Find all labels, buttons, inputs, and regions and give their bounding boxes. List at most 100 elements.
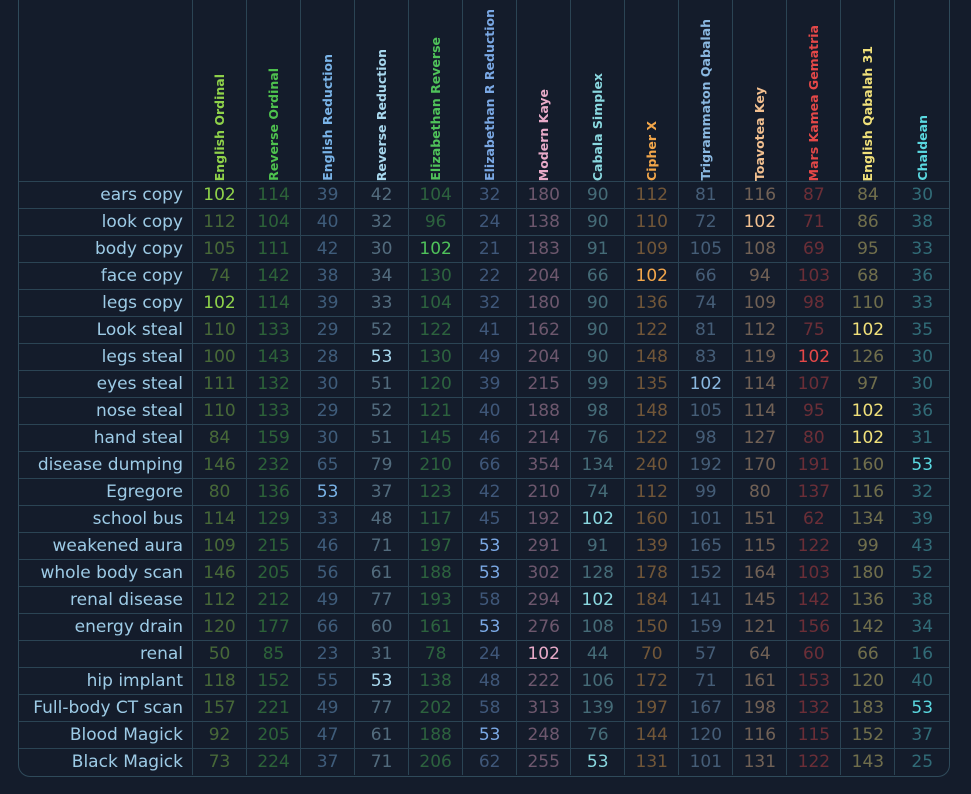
value-cell[interactable]: 55	[300, 667, 356, 695]
value-cell[interactable]: 128	[570, 559, 626, 587]
value-cell[interactable]: 172	[624, 667, 680, 695]
value-cell[interactable]: 116	[840, 478, 896, 506]
value-cell[interactable]: 114	[246, 181, 302, 209]
value-cell[interactable]: 53	[462, 559, 518, 587]
value-cell[interactable]: 108	[732, 235, 788, 263]
value-cell[interactable]: 135	[624, 370, 680, 398]
value-cell[interactable]: 98	[678, 424, 734, 452]
value-cell[interactable]: 102	[840, 397, 896, 425]
value-cell[interactable]: 102	[191, 289, 248, 317]
value-cell[interactable]: 80	[191, 478, 248, 506]
value-cell[interactable]: 110	[191, 397, 248, 425]
phrase-cell[interactable]: weakened aura	[19, 532, 193, 560]
value-cell[interactable]: 136	[840, 586, 896, 614]
value-cell[interactable]: 134	[570, 451, 626, 479]
value-cell[interactable]: 58	[462, 694, 518, 722]
value-cell[interactable]: 95	[786, 397, 842, 425]
value-cell[interactable]: 102	[786, 343, 842, 371]
value-cell[interactable]: 197	[624, 694, 680, 722]
value-cell[interactable]: 79	[354, 451, 410, 479]
value-cell[interactable]: 28	[300, 343, 356, 371]
value-cell[interactable]: 177	[246, 613, 302, 641]
value-cell[interactable]: 31	[354, 640, 410, 668]
cipher-header-chaldean[interactable]: Chaldean	[894, 0, 949, 182]
value-cell[interactable]: 180	[516, 181, 572, 209]
phrase-cell[interactable]: nose steal	[19, 397, 193, 425]
value-cell[interactable]: 129	[246, 505, 302, 533]
value-cell[interactable]: 191	[786, 451, 842, 479]
value-cell[interactable]: 126	[840, 343, 896, 371]
value-cell[interactable]: 153	[786, 667, 842, 695]
value-cell[interactable]: 114	[732, 370, 788, 398]
value-cell[interactable]: 197	[408, 532, 464, 560]
value-cell[interactable]: 138	[408, 667, 464, 695]
value-cell[interactable]: 24	[462, 640, 518, 668]
value-cell[interactable]: 192	[516, 505, 572, 533]
cipher-header-trigrammaton-qabalah[interactable]: Trigrammaton Qabalah	[678, 0, 734, 182]
phrase-cell[interactable]: Black Magick	[19, 748, 193, 775]
value-cell[interactable]: 110	[624, 208, 680, 236]
value-cell[interactable]: 39	[300, 289, 356, 317]
value-cell[interactable]: 132	[786, 694, 842, 722]
value-cell[interactable]: 25	[894, 748, 949, 775]
value-cell[interactable]: 90	[570, 208, 626, 236]
value-cell[interactable]: 65	[300, 451, 356, 479]
value-cell[interactable]: 144	[624, 721, 680, 749]
value-cell[interactable]: 62	[462, 748, 518, 775]
value-cell[interactable]: 49	[300, 694, 356, 722]
value-cell[interactable]: 116	[732, 181, 788, 209]
value-cell[interactable]: 313	[516, 694, 572, 722]
value-cell[interactable]: 30	[894, 343, 949, 371]
value-cell[interactable]: 102	[678, 370, 734, 398]
value-cell[interactable]: 109	[624, 235, 680, 263]
value-cell[interactable]: 53	[354, 343, 410, 371]
value-cell[interactable]: 80	[732, 478, 788, 506]
phrase-cell[interactable]: eyes steal	[19, 370, 193, 398]
value-cell[interactable]: 136	[246, 478, 302, 506]
value-cell[interactable]: 32	[354, 208, 410, 236]
value-cell[interactable]: 100	[191, 343, 248, 371]
value-cell[interactable]: 302	[516, 559, 572, 587]
value-cell[interactable]: 90	[570, 343, 626, 371]
value-cell[interactable]: 104	[246, 208, 302, 236]
value-cell[interactable]: 21	[462, 235, 518, 263]
phrase-cell[interactable]: renal disease	[19, 586, 193, 614]
phrase-cell[interactable]: look copy	[19, 208, 193, 236]
value-cell[interactable]: 51	[354, 424, 410, 452]
value-cell[interactable]: 33	[894, 235, 949, 263]
value-cell[interactable]: 143	[840, 748, 896, 775]
value-cell[interactable]: 122	[786, 748, 842, 775]
value-cell[interactable]: 205	[246, 559, 302, 587]
value-cell[interactable]: 74	[678, 289, 734, 317]
value-cell[interactable]: 164	[732, 559, 788, 587]
value-cell[interactable]: 160	[840, 451, 896, 479]
value-cell[interactable]: 71	[354, 532, 410, 560]
value-cell[interactable]: 120	[840, 667, 896, 695]
phrase-cell[interactable]: face copy	[19, 262, 193, 290]
value-cell[interactable]: 80	[786, 424, 842, 452]
value-cell[interactable]: 188	[408, 559, 464, 587]
value-cell[interactable]: 121	[408, 397, 464, 425]
value-cell[interactable]: 103	[786, 262, 842, 290]
value-cell[interactable]: 102	[516, 640, 572, 668]
value-cell[interactable]: 165	[678, 532, 734, 560]
value-cell[interactable]: 61	[354, 721, 410, 749]
value-cell[interactable]: 29	[300, 397, 356, 425]
value-cell[interactable]: 29	[300, 316, 356, 344]
value-cell[interactable]: 45	[462, 505, 518, 533]
value-cell[interactable]: 47	[300, 721, 356, 749]
value-cell[interactable]: 39	[300, 181, 356, 209]
value-cell[interactable]: 130	[408, 262, 464, 290]
value-cell[interactable]: 99	[678, 478, 734, 506]
value-cell[interactable]: 52	[894, 559, 949, 587]
value-cell[interactable]: 64	[732, 640, 788, 668]
phrase-cell[interactable]: legs copy	[19, 289, 193, 317]
value-cell[interactable]: 24	[462, 208, 518, 236]
value-cell[interactable]: 53	[894, 694, 949, 722]
value-cell[interactable]: 95	[840, 235, 896, 263]
value-cell[interactable]: 71	[678, 667, 734, 695]
value-cell[interactable]: 34	[894, 613, 949, 641]
value-cell[interactable]: 105	[678, 397, 734, 425]
value-cell[interactable]: 66	[678, 262, 734, 290]
value-cell[interactable]: 115	[732, 532, 788, 560]
